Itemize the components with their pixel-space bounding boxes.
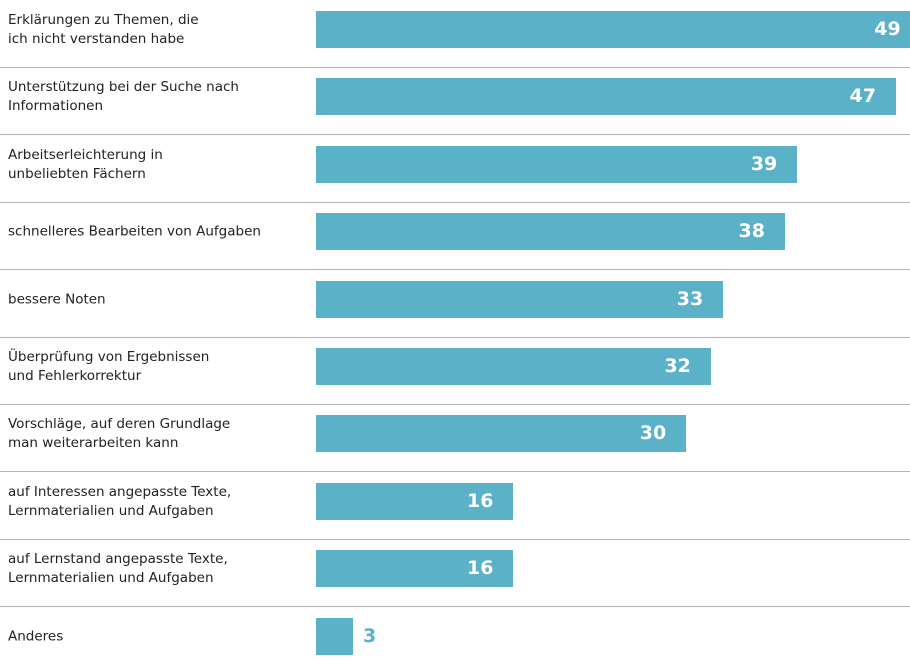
value-label: 49 [874,18,901,40]
category-label: auf Interessen angepasste Texte, Lernmat… [8,483,232,519]
value-label: 16 [467,489,494,512]
bar [316,11,910,48]
separator [0,606,910,608]
value-label: 39 [750,152,778,175]
bar [316,550,514,588]
separator [0,269,910,271]
bar [316,280,724,318]
separator [0,538,910,540]
bar [316,348,711,385]
category-label: auf Lernstand angepasste Texte, Lernmate… [8,551,228,587]
bar [316,415,687,453]
value-label: 33 [676,287,704,310]
value-label: 30 [639,422,667,445]
category-label: Erklärungen zu Themen, die ich nicht ver… [8,12,199,47]
bar [316,78,896,116]
category-label: Unterstützung bei der Suche nach Informa… [8,79,239,115]
bar [316,617,354,655]
bar [316,482,514,520]
bar [316,213,785,251]
category-label: Anderes [8,628,64,645]
value-label: 16 [467,557,494,580]
value-label: 32 [664,355,691,377]
value-label: 3 [363,624,377,647]
value-label: 38 [738,220,765,243]
separator [0,66,910,68]
category-label: Vorschläge, auf deren Grundlage man weit… [8,416,231,452]
bar [316,145,798,183]
separator [0,403,910,405]
category-label: Arbeitserleichterung in unbeliebten Fäch… [8,146,163,182]
separator [0,134,910,136]
separator [0,201,910,203]
category-label: schnelleres Bearbeiten von Aufgaben [8,223,261,240]
separator [0,336,910,338]
category-label: Überprüfung von Ergebnissen und Fehlerko… [8,349,210,384]
category-label: bessere Noten [8,291,106,308]
value-label: 47 [849,85,876,108]
separator [0,471,910,473]
